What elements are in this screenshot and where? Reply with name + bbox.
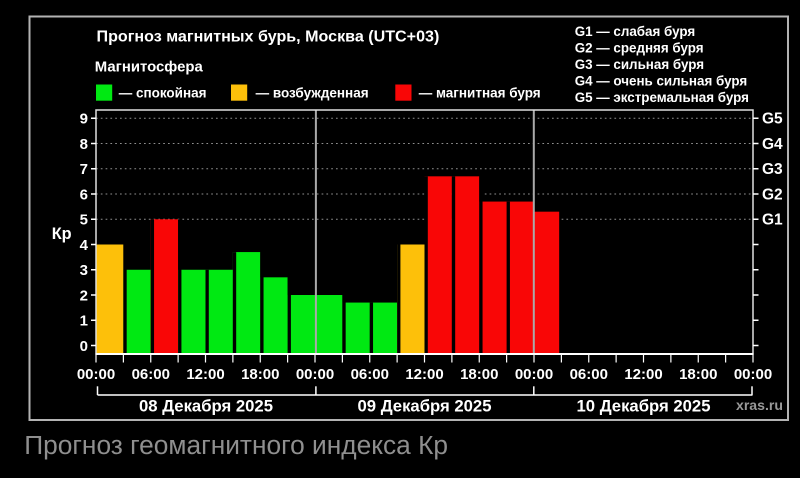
svg-text:Кр: Кр [52,225,72,243]
svg-text:G4 — очень сильная буря: G4 — очень сильная буря [575,74,747,89]
svg-text:G2: G2 [762,186,783,203]
svg-text:18:00: 18:00 [460,366,498,383]
svg-text:1: 1 [80,313,88,330]
svg-text:G2 — средняя буря: G2 — средняя буря [575,40,704,55]
svg-text:G5 — экстремальная буря: G5 — экстремальная буря [575,90,749,105]
svg-text:— спокойная: — спокойная [119,85,207,100]
svg-text:G5: G5 [762,111,783,128]
svg-text:09 Декабря 2025: 09 Декабря 2025 [358,397,492,416]
svg-text:18:00: 18:00 [679,366,717,383]
svg-text:3: 3 [80,262,88,279]
svg-text:G4: G4 [762,136,783,153]
svg-text:06:00: 06:00 [351,366,389,383]
svg-text:G1 — слабая буря: G1 — слабая буря [575,24,696,39]
svg-text:Прогноз магнитных бурь, Москва: Прогноз магнитных бурь, Москва (UTC+03) [97,28,440,46]
svg-text:9: 9 [80,111,88,128]
svg-text:00:00: 00:00 [296,366,334,383]
svg-text:4: 4 [80,237,89,254]
svg-text:G3: G3 [762,161,783,178]
svg-text:Прогноз геомагнитного индекса: Прогноз геомагнитного индекса Кр [24,430,448,460]
svg-text:08 Декабря 2025: 08 Декабря 2025 [139,397,273,416]
svg-text:06:00: 06:00 [132,366,170,383]
svg-text:xras.ru: xras.ru [736,397,783,413]
svg-text:10 Декабря 2025: 10 Декабря 2025 [577,397,711,416]
svg-text:6: 6 [80,186,88,203]
svg-text:06:00: 06:00 [570,366,608,383]
svg-text:— магнитная буря: — магнитная буря [419,85,541,100]
svg-text:00:00: 00:00 [515,366,553,383]
svg-text:12:00: 12:00 [405,366,443,383]
svg-text:0: 0 [80,338,88,355]
svg-text:5: 5 [80,212,88,229]
svg-text:8: 8 [80,136,88,153]
svg-text:G3 — сильная буря: G3 — сильная буря [575,57,704,72]
svg-text:00:00: 00:00 [734,366,772,383]
svg-text:00:00: 00:00 [77,366,115,383]
svg-text:2: 2 [80,287,88,304]
svg-text:18:00: 18:00 [241,366,279,383]
svg-text:— возбужденная: — возбужденная [256,85,369,100]
svg-text:Магнитосфера: Магнитосфера [95,59,204,75]
svg-text:12:00: 12:00 [624,366,662,383]
svg-text:7: 7 [80,161,88,178]
svg-text:G1: G1 [762,212,783,229]
svg-text:12:00: 12:00 [186,366,224,383]
